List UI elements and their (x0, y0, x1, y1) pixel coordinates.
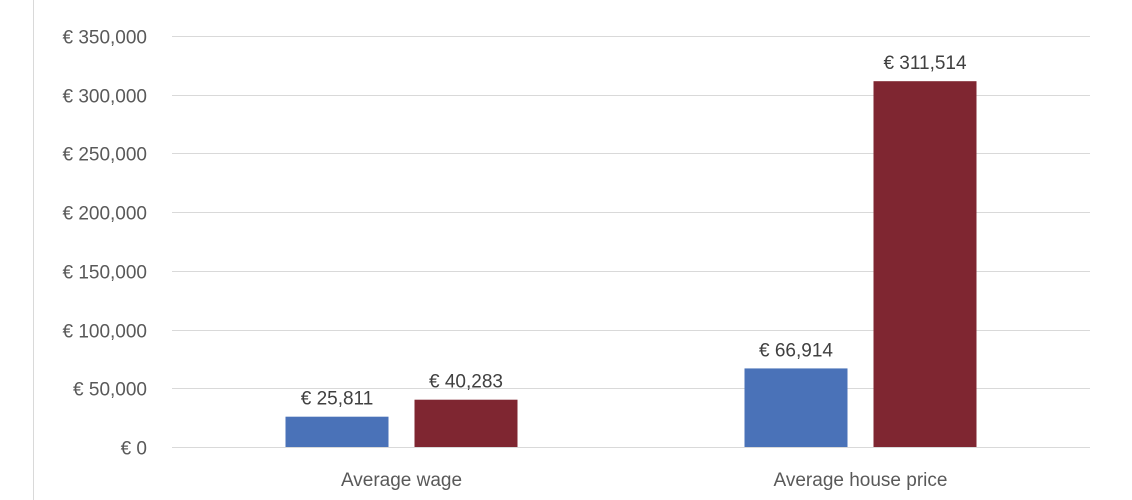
y-tick-label: € 150,000 (62, 263, 147, 284)
data-label: € 40,283 (429, 372, 503, 393)
bar (873, 81, 977, 448)
y-tick-label: € 250,000 (62, 145, 147, 166)
data-label: € 25,811 (301, 389, 374, 410)
y-tick-label: € 200,000 (62, 204, 147, 225)
y-tick-label: € 100,000 (62, 322, 147, 343)
y-tick-label: € 350,000 (62, 28, 147, 49)
x-category-label: Average house price (774, 470, 948, 491)
y-tick-label: € 300,000 (62, 87, 147, 108)
y-tick-label: € 0 (121, 439, 147, 460)
x-category-label: Average wage (341, 470, 462, 491)
bar (285, 416, 389, 447)
bar (414, 399, 518, 447)
data-label: € 66,914 (759, 340, 833, 361)
y-tick-label: € 50,000 (73, 380, 147, 401)
bar (744, 368, 848, 447)
chart-frame-border (33, 0, 34, 500)
data-label: € 311,514 (883, 53, 967, 74)
